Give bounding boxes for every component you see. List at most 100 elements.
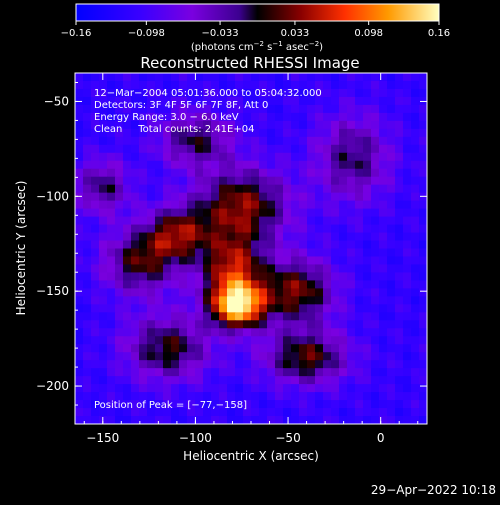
- heatmap-cell: [251, 280, 260, 289]
- heatmap-cell: [163, 248, 172, 257]
- heatmap-cell: [99, 240, 108, 249]
- heatmap-cell: [227, 128, 236, 138]
- heatmap-cell: [195, 200, 204, 210]
- heatmap-cell: [419, 192, 428, 202]
- heatmap-cell: [387, 208, 396, 218]
- heatmap-cell: [211, 192, 220, 202]
- heatmap-cell: [259, 208, 268, 218]
- heatmap-cell: [75, 144, 84, 154]
- heatmap-cell: [187, 160, 196, 170]
- heatmap-cell: [227, 160, 236, 170]
- heatmap-cell: [171, 408, 180, 417]
- heatmap-cell: [307, 184, 316, 194]
- heatmap-cell: [291, 336, 300, 345]
- heatmap-cell: [75, 376, 84, 385]
- heatmap-cell: [187, 376, 196, 385]
- heatmap-cell: [331, 360, 340, 369]
- heatmap-cell: [283, 80, 292, 90]
- y-axis: −50−100−150−200: [36, 81, 427, 406]
- heatmap-cell: [323, 232, 332, 242]
- heatmap-cell: [195, 160, 204, 170]
- heatmap-cell: [283, 376, 292, 385]
- heatmap-cell: [163, 232, 172, 242]
- heatmap-cell: [339, 368, 348, 377]
- heatmap-cell: [219, 280, 228, 289]
- heatmap-cell: [411, 176, 420, 186]
- heatmap-cell: [131, 160, 140, 170]
- heatmap-cell: [323, 144, 332, 154]
- heatmap-cell: [267, 392, 276, 401]
- heatmap-cell: [107, 288, 116, 297]
- heatmap-cell: [355, 88, 364, 98]
- heatmap-cell: [139, 288, 148, 297]
- heatmap-cell: [251, 256, 260, 265]
- heatmap-cell: [83, 256, 92, 265]
- heatmap-cell: [147, 280, 156, 289]
- heatmap-cell: [291, 184, 300, 194]
- heatmap-cell: [395, 256, 404, 265]
- heatmap-cell: [379, 336, 388, 345]
- heatmap-cell: [91, 144, 100, 154]
- heatmap-cell: [243, 336, 252, 345]
- heatmap-cell: [163, 280, 172, 289]
- heatmap-cell: [411, 232, 420, 242]
- heatmap-cell: [187, 136, 196, 146]
- heatmap-cell: [347, 104, 356, 114]
- heatmap-cell: [139, 160, 148, 170]
- heatmap-cell: [267, 256, 276, 265]
- heatmap-cell: [179, 320, 188, 329]
- heatmap-cell: [419, 408, 428, 417]
- heatmap-cell: [363, 280, 372, 289]
- heatmap-cell: [419, 168, 428, 178]
- heatmap-cell: [275, 360, 284, 369]
- heatmap-cell: [75, 312, 84, 321]
- heatmap-cell: [139, 224, 148, 234]
- heatmap-cell: [219, 168, 228, 178]
- heatmap-cell: [323, 384, 332, 393]
- heatmap-cell: [275, 256, 284, 265]
- heatmap-cell: [107, 328, 116, 337]
- heatmap-cell: [75, 136, 84, 146]
- heatmap-cell: [323, 184, 332, 194]
- heatmap-cell: [395, 112, 404, 122]
- heatmap-cell: [131, 176, 140, 186]
- heatmap-cell: [83, 104, 92, 114]
- heatmap-cell: [155, 120, 164, 130]
- heatmap-cell: [291, 104, 300, 114]
- heatmap-cell: [323, 224, 332, 234]
- heatmap-cell: [371, 296, 380, 305]
- heatmap-cell: [291, 240, 300, 249]
- heatmap-cell: [291, 216, 300, 226]
- heatmap-cell: [179, 184, 188, 194]
- heatmap-cell: [331, 264, 340, 273]
- heatmap-cell: [91, 368, 100, 377]
- heatmap-cell: [307, 120, 316, 130]
- heatmap-cell: [347, 416, 356, 425]
- heatmap-cell: [99, 336, 108, 345]
- heatmap-cell: [227, 264, 236, 273]
- heatmap-cell: [347, 312, 356, 321]
- heatmap-cell: [75, 112, 84, 122]
- heatmap-cell: [371, 168, 380, 178]
- heatmap-cell: [315, 88, 324, 98]
- heatmap-cell: [107, 280, 116, 289]
- heatmap-cell: [339, 208, 348, 218]
- heatmap-cell: [403, 216, 412, 226]
- heatmap-cell: [275, 408, 284, 417]
- heatmap-cell: [107, 416, 116, 425]
- heatmap-cell: [379, 368, 388, 377]
- heatmap-cell: [179, 336, 188, 345]
- heatmap-cell: [339, 288, 348, 297]
- heatmap-cell: [363, 288, 372, 297]
- heatmap-cell: [131, 408, 140, 417]
- heatmap-cell: [291, 368, 300, 377]
- heatmap-cell: [395, 328, 404, 337]
- heatmap-cell: [195, 184, 204, 194]
- heatmap-cell: [283, 336, 292, 345]
- heatmap-cell: [307, 352, 316, 361]
- heatmap-cell: [131, 392, 140, 401]
- heatmap-cell: [83, 328, 92, 337]
- heatmap-cell: [275, 352, 284, 361]
- heatmap-cell: [299, 176, 308, 186]
- heatmap-cell: [131, 256, 140, 265]
